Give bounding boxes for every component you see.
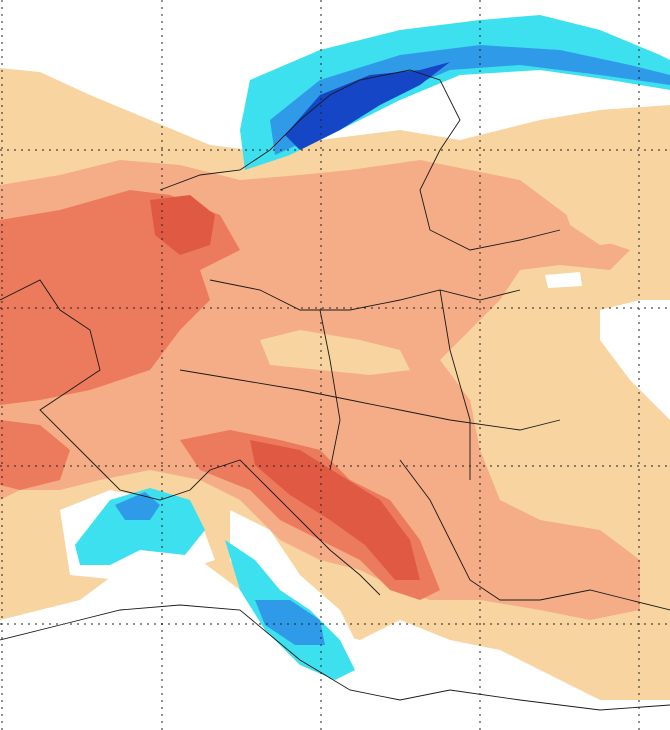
coastline — [0, 279, 381, 596]
coastline — [0, 604, 670, 711]
anomaly-light — [260, 330, 410, 375]
border — [179, 279, 561, 480]
anomaly-light — [560, 195, 640, 245]
anomaly-max — [150, 195, 215, 255]
anomaly-max — [250, 440, 420, 580]
snow-gap — [545, 272, 582, 288]
coastline — [399, 459, 670, 611]
cold-medium — [115, 492, 160, 520]
cold-light — [75, 488, 205, 565]
cold-strong — [285, 62, 450, 150]
cold-medium — [255, 600, 325, 645]
cold-medium — [270, 45, 670, 155]
anomaly-strong — [0, 420, 70, 490]
anomaly-strong — [180, 430, 440, 600]
coastline — [159, 69, 561, 251]
